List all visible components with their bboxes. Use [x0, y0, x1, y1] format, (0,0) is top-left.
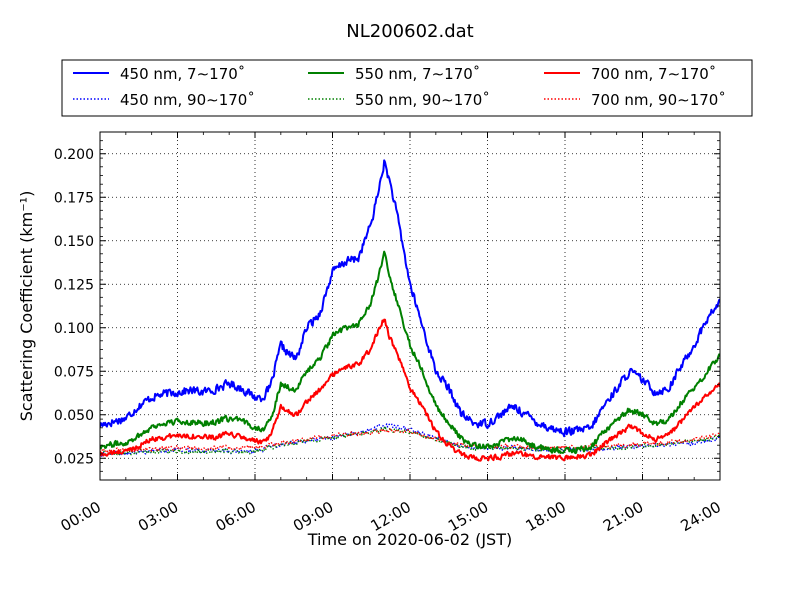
- legend-label-4: 550 nm, 90∼170˚: [355, 91, 490, 109]
- y-tick-label: 0.075: [54, 364, 94, 380]
- series-line-1: [100, 250, 720, 455]
- x-axis-label: Time on 2020-06-02 (JST): [307, 530, 512, 549]
- series-line-5: [100, 427, 720, 454]
- grid: [99, 132, 721, 480]
- series-layer: [100, 159, 720, 462]
- series-line-2: [100, 318, 720, 462]
- legend-label-1: 550 nm, 7∼170˚: [355, 65, 480, 83]
- y-tick-label: 0.175: [54, 190, 94, 206]
- legend: 450 nm, 7∼170˚ 550 nm, 7∼170˚ 700 nm, 7∼17…: [61, 59, 753, 117]
- chart-title: NL200602.dat: [346, 21, 473, 42]
- tick-marks: [99, 131, 721, 481]
- legend-frame: [61, 59, 753, 117]
- y-tick-label: 0.025: [54, 451, 94, 467]
- y-axis-label: Scattering Coefficient (km⁻¹): [17, 191, 36, 422]
- legend-label-3: 450 nm, 90∼170˚: [120, 91, 255, 109]
- y-tick-label: 0.150: [54, 234, 94, 250]
- y-tick-label: 0.125: [54, 277, 94, 293]
- legend-label-2: 700 nm, 7∼170˚: [591, 65, 716, 83]
- legend-label-5: 700 nm, 90∼170˚: [591, 91, 726, 109]
- legend-label-0: 450 nm, 7∼170˚: [120, 65, 245, 83]
- series-line-0: [100, 159, 720, 438]
- y-tick-label: 0.200: [54, 147, 94, 163]
- y-tick-label: 0.050: [54, 408, 94, 424]
- y-tick-label: 0.100: [54, 321, 94, 337]
